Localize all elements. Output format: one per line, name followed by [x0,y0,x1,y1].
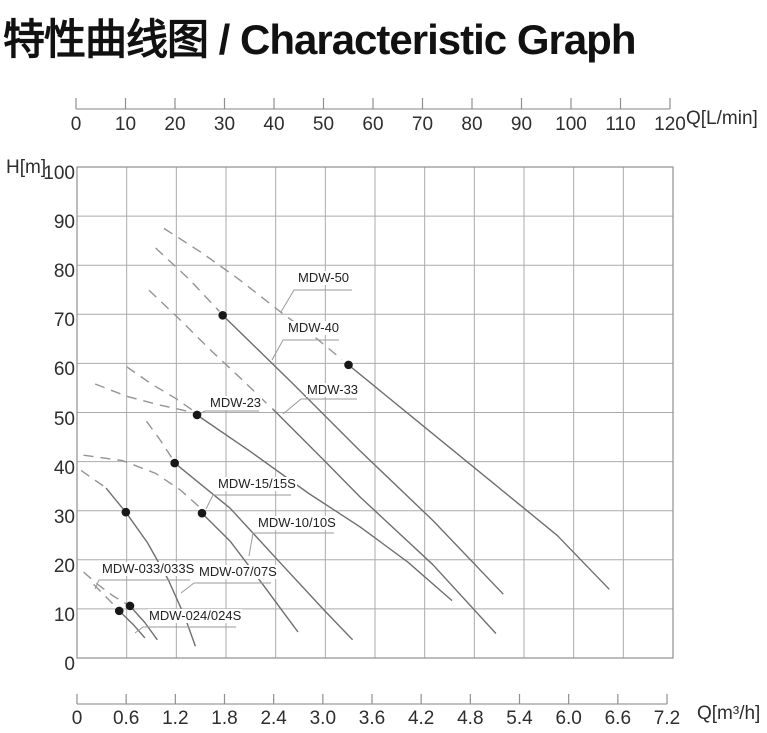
y-axis-tick-label: 70 [53,310,75,332]
curve-dot-MDW-15-15S [170,458,179,468]
y-axis-tick-label: 80 [53,261,75,283]
top-axis-tick-label: 80 [461,114,483,135]
curve-label-MDW-10-10S: MDW-10/10S [257,515,337,530]
bottom-axis-tick-label: 0 [71,708,83,729]
curve-MDW-33-dashed [148,289,271,408]
bottom-axis-tick-label: 6.6 [604,708,632,729]
leader-line-MDW-33 [282,398,357,415]
plot-border [76,166,674,659]
leader-line-MDW-033-033S [94,579,190,590]
curve-MDW-23-solid [196,414,453,602]
bottom-axis-tick-label: 3.6 [358,708,386,729]
leader-line-MDW-024-024S [134,626,236,634]
curve-MDW-024-024S-solid [118,610,146,639]
bottom-axis-tick-label: 1.8 [211,708,238,729]
curve-label-MDW-07-07S: MDW-07/07S [198,564,278,579]
bottom-axis-tick-label: 2.4 [260,708,287,729]
curve-label-MDW-15-15S: MDW-15/15S [217,476,297,491]
top-axis-tick-label: 100 [555,114,587,135]
curve-MDW-40-solid [222,314,504,595]
bottom-axis-tick-label: 3.0 [309,708,337,729]
curve-label-MDW-40: MDW-40 [287,320,341,335]
curve-MDW-23-dashed [126,366,194,412]
top-axis-tick-label: 50 [312,114,335,135]
top-axis-tick-label: 40 [263,114,285,135]
top-axis-tick-label: 10 [114,114,137,135]
leader-line-MDW-10-10S [248,532,334,557]
top-axis-tick-label: 20 [164,114,186,135]
curve-dot-MDW-07-07S [121,507,131,517]
curve-label-MDW-033-033S: MDW-033/033S [101,561,196,576]
leader-line-MDW-50 [280,289,352,313]
curve-MDW-33-solid [271,408,497,634]
curve-dot-MDW-40 [218,310,227,320]
top-axis-tick-label: 90 [510,114,533,135]
curve-MDW-15-15S-dashed [145,420,174,460]
bottom-axis-unit-label: Q[m³/h] [697,703,761,724]
top-axis-tick-label: 110 [605,114,636,135]
bottom-axis-tick-label: 4.8 [457,708,484,729]
bottom-axis-tick-label: 5.4 [506,708,533,729]
page-title: 特性曲线图 / Characteristic Graph [3,16,636,63]
bottom-axis-tick-label: 1.2 [162,708,189,729]
curve-label-MDW-024-024S: MDW-024/024S [148,608,243,623]
curve-MDW-10-10S-solid [201,512,299,633]
curve-MDW-07-07S-dashed [80,469,105,488]
y-axis-tick-label: 0 [64,654,75,675]
curve-dot-MDW-50 [344,360,353,370]
top-axis-tick-label: 30 [213,114,236,135]
y-axis-unit-label: H[m] [6,157,47,178]
bottom-axis-tick-label: 7.2 [653,708,681,729]
y-axis-tick-label: 50 [53,408,75,430]
leader-line-MDW-15-15S [205,494,291,510]
curve-MDW-15-15S-solid [174,462,354,641]
y-axis-tick-label: 60 [53,359,75,381]
curve-label-MDW-50: MDW-50 [297,270,351,285]
y-axis-tick-label: 90 [53,212,75,234]
curve-MDW-40-dashed [155,247,220,312]
y-axis-tick-label: 30 [53,506,75,528]
curve-MDW-15-15S-dashed [83,454,201,509]
leader-line-MDW-40 [271,339,339,361]
bottom-axis-tick-label: 6.0 [555,708,582,729]
curve-dot-MDW-024-024S [114,606,124,616]
y-axis-tick-label: 40 [53,457,75,479]
curve-MDW-024-024S-dashed [93,583,117,608]
curve-label-MDW-33: MDW-33 [306,382,360,397]
top-axis-tick-label: 70 [411,114,434,135]
bottom-axis-tick-label: 4.2 [407,708,435,729]
curve-dot-MDW-10-10S [197,508,207,518]
leader-line-MDW-23 [198,410,259,415]
curve-dot-MDW-23 [192,410,202,420]
y-axis-tick-label: 100 [43,163,75,184]
bottom-axis-tick-label: 0.6 [112,708,140,729]
curve-dot-MDW-033-033S [125,601,135,611]
y-axis-tick-label: 10 [53,604,75,626]
y-axis-tick-label: 20 [53,555,75,577]
top-axis-tick-label: 120 [654,114,686,135]
top-axis-unit-label: Q[L/min] [686,108,758,129]
curve-MDW-50-solid [348,364,610,590]
curve-MDW-033-033S-solid [129,605,158,641]
curve-label-MDW-23: MDW-23 [209,395,263,410]
top-axis-tick-label: 0 [70,114,82,135]
leader-line-MDW-07-07S [180,582,271,594]
top-axis-tick-label: 60 [362,114,384,135]
curve-MDW-50-dashed [163,227,343,361]
curve-MDW-033-033S-dashed [83,571,128,605]
